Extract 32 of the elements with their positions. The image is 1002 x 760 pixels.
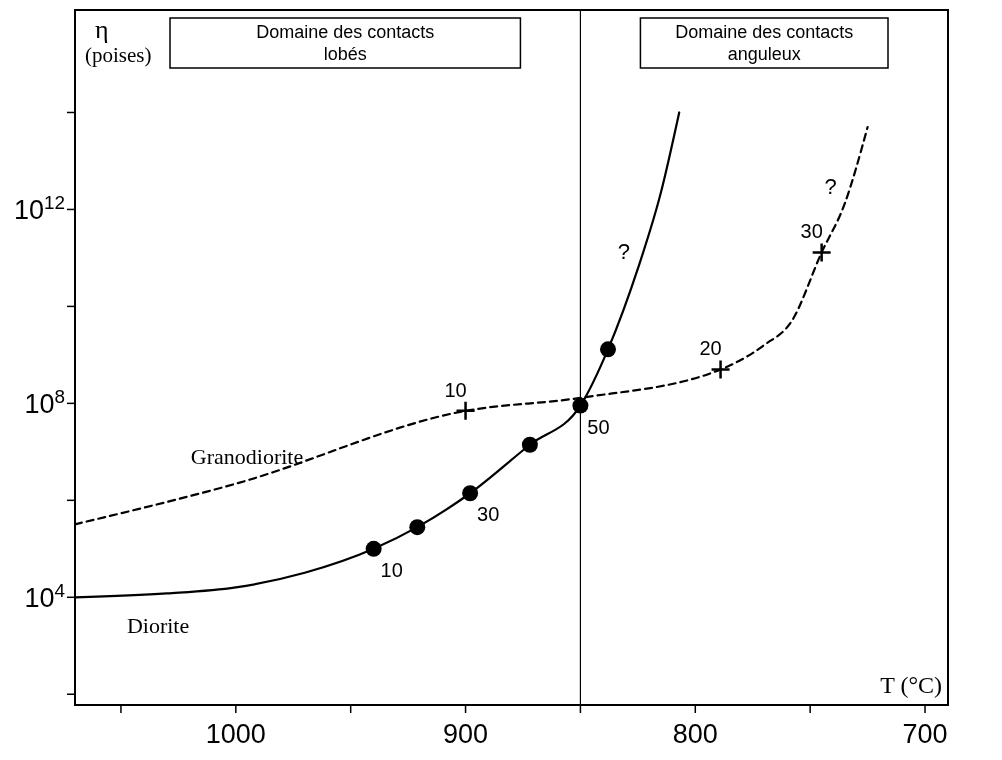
x-tick-label: 800 xyxy=(672,719,718,749)
annotation: 20 xyxy=(699,337,722,360)
annotation: 50 xyxy=(587,415,610,438)
annotation: 10 xyxy=(444,378,467,401)
point xyxy=(710,359,731,380)
point xyxy=(599,341,616,358)
text-frame: Domaine des contacts lobés xyxy=(169,17,522,69)
annotation: Domaine des contacts anguleux xyxy=(675,22,854,64)
annotation: ? xyxy=(824,173,837,199)
annotation: 30 xyxy=(800,220,823,243)
point xyxy=(365,540,382,557)
point xyxy=(572,397,589,414)
annotation: 30 xyxy=(477,503,500,526)
point xyxy=(455,400,476,422)
x-tick-label: 900 xyxy=(443,719,489,749)
y-tick-label: 10$^{8}$ xyxy=(24,385,65,420)
x-tick-label: 1000 xyxy=(205,719,266,749)
y-tick-label: 10$^{12}$ xyxy=(13,191,65,226)
point xyxy=(409,519,426,536)
point xyxy=(462,485,479,502)
series-label: Diorite xyxy=(126,613,190,639)
annotation: 10 xyxy=(380,558,403,581)
annotation: Domaine des contacts lobés xyxy=(256,22,435,64)
annotation: ? xyxy=(617,238,630,264)
series-label: Granodiorite xyxy=(190,443,304,469)
point xyxy=(521,436,538,453)
x-axis-title: T (°C) xyxy=(880,672,942,698)
y-axis-title: η (poises) xyxy=(85,15,152,67)
x-tick-label: 700 xyxy=(902,719,948,749)
y-tick-label: 10$^{4}$ xyxy=(24,579,65,614)
text-frame: Domaine des contacts anguleux xyxy=(639,17,889,69)
point xyxy=(811,242,832,263)
